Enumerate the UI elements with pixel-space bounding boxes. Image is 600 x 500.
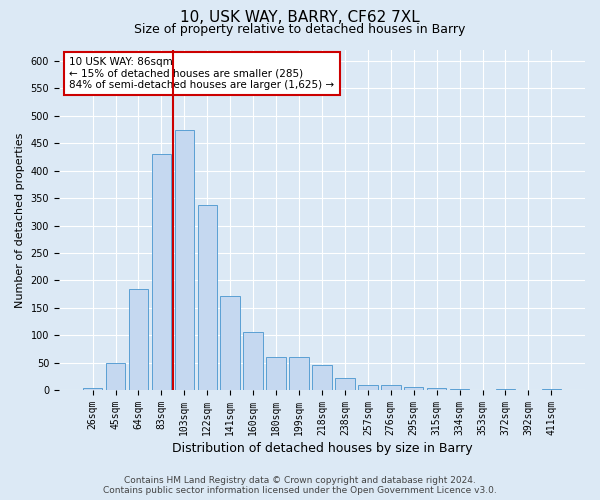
- Bar: [175, 130, 194, 390]
- Text: Contains HM Land Registry data © Crown copyright and database right 2024.
Contai: Contains HM Land Registry data © Crown c…: [103, 476, 497, 495]
- Bar: [542, 389, 561, 390]
- Bar: [427, 388, 446, 390]
- Bar: [312, 366, 332, 390]
- Text: 10 USK WAY: 86sqm
← 15% of detached houses are smaller (285)
84% of semi-detache: 10 USK WAY: 86sqm ← 15% of detached hous…: [70, 57, 335, 90]
- Bar: [335, 378, 355, 390]
- Bar: [404, 388, 424, 390]
- Y-axis label: Number of detached properties: Number of detached properties: [15, 132, 25, 308]
- X-axis label: Distribution of detached houses by size in Barry: Distribution of detached houses by size …: [172, 442, 472, 455]
- Bar: [197, 205, 217, 390]
- Bar: [289, 357, 309, 390]
- Bar: [358, 384, 377, 390]
- Bar: [266, 357, 286, 390]
- Bar: [244, 332, 263, 390]
- Text: 10, USK WAY, BARRY, CF62 7XL: 10, USK WAY, BARRY, CF62 7XL: [180, 10, 420, 25]
- Bar: [106, 362, 125, 390]
- Text: Size of property relative to detached houses in Barry: Size of property relative to detached ho…: [134, 22, 466, 36]
- Bar: [128, 288, 148, 390]
- Bar: [83, 388, 103, 390]
- Bar: [496, 389, 515, 390]
- Bar: [220, 296, 240, 390]
- Bar: [152, 154, 171, 390]
- Bar: [450, 389, 469, 390]
- Bar: [381, 384, 401, 390]
